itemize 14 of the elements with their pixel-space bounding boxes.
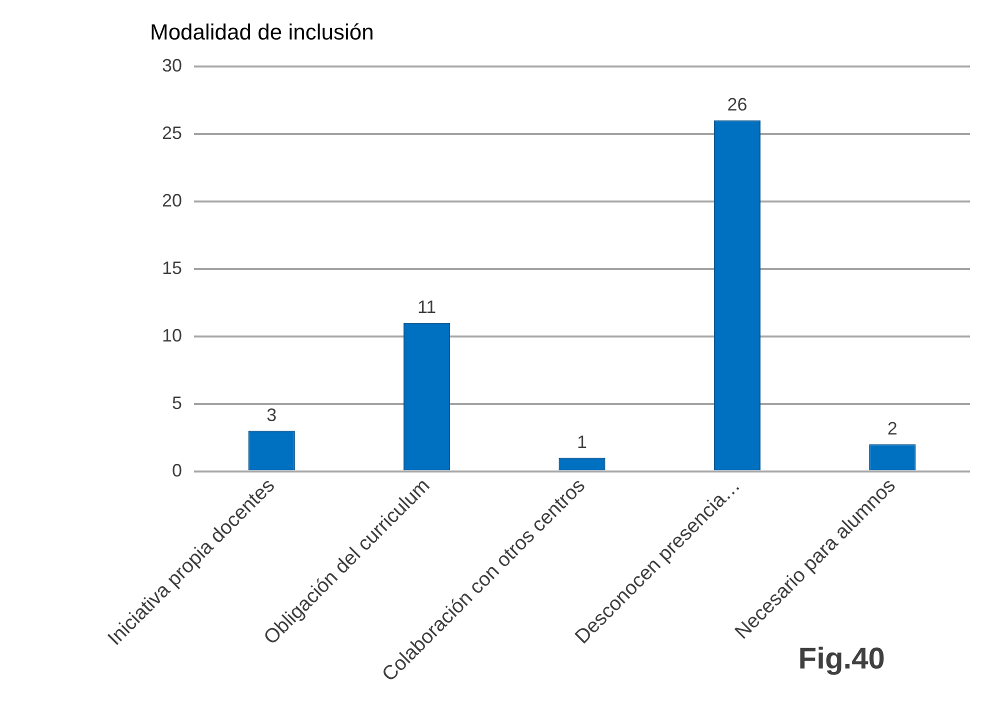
chart-title: Modalidad de inclusión [150,19,374,44]
y-tick-label: 15 [162,258,182,278]
caption: Fig.40 [798,642,885,676]
data-label: 1 [577,432,588,452]
data-label: 11 [417,296,436,317]
y-tick-label: 20 [162,190,182,210]
y-tick-label: 0 [172,460,182,480]
data-label: 3 [266,404,277,425]
y-tick-label: 5 [172,392,182,413]
data-label: 2 [887,418,898,438]
y-tick-label: 30 [162,55,182,76]
y-tick-label: 25 [162,122,182,143]
data-label: 26 [727,94,748,114]
y-tick-label: 10 [162,325,182,346]
